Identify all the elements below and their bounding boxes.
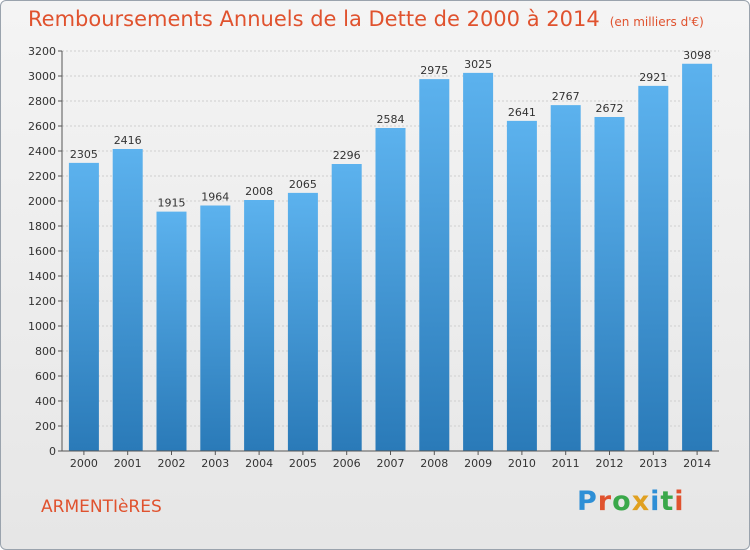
bar-2002 [156, 211, 187, 451]
y-tick-label: 1000 [28, 320, 56, 333]
y-tick-label: 1200 [28, 295, 56, 308]
proxiti-logo: Proxiti [577, 486, 685, 517]
data-label: 2584 [377, 113, 405, 126]
x-tick-label: 2004 [245, 457, 273, 470]
bar-2014 [682, 63, 713, 451]
bar-2013 [638, 85, 669, 451]
data-label: 2672 [596, 102, 624, 115]
data-label: 2921 [639, 71, 667, 84]
bars: 2305 2416 1915 1964 2008 2065 2296 2584 2975 3025… [68, 49, 713, 451]
bar-2011 [550, 105, 581, 451]
x-tick-label: 2010 [508, 457, 536, 470]
logo-letter: i [674, 486, 685, 517]
bar-2003 [200, 205, 231, 451]
x-axis: 2000 2001 2002 2003 2004 2005 2006 2007 2008 2009… [62, 450, 719, 470]
x-tick-label: 2003 [201, 457, 229, 470]
data-label: 2296 [333, 149, 361, 162]
x-tick-label: 2002 [158, 457, 186, 470]
y-axis: 0 200 400 600 800 1000 1200 1400 1600 1800 2000 220… [28, 45, 63, 458]
x-tick-label: 2001 [114, 457, 142, 470]
x-tick-label: 2012 [596, 457, 624, 470]
y-tick-label: 2000 [28, 195, 56, 208]
bar-2006 [331, 164, 362, 451]
city-name: ARMENTIèRES [41, 497, 162, 517]
data-label: 2305 [70, 148, 98, 161]
y-tick-label: 2400 [28, 145, 56, 158]
x-tick-label: 2009 [464, 457, 492, 470]
bar-2012 [594, 117, 625, 451]
y-tick-label: 2800 [28, 95, 56, 108]
bar-2008 [419, 79, 450, 451]
y-tick-label: 400 [35, 395, 56, 408]
data-label: 3025 [464, 58, 492, 71]
bar-2010 [506, 120, 537, 451]
x-tick-label: 2000 [70, 457, 98, 470]
chart-subtitle: (en milliers d'€) [609, 15, 704, 29]
x-tick-label: 2014 [683, 457, 711, 470]
x-tick-label: 2006 [333, 457, 361, 470]
x-tick-label: 2005 [289, 457, 317, 470]
y-tick-label: 1600 [28, 245, 56, 258]
data-label: 1964 [201, 191, 229, 204]
data-label: 2416 [114, 134, 142, 147]
logo-letter: x [631, 486, 651, 517]
data-label: 2641 [508, 106, 536, 119]
x-tick-label: 2008 [420, 457, 448, 470]
bar-2007 [375, 128, 406, 451]
x-tick-label: 2013 [639, 457, 667, 470]
y-tick-label: 3200 [28, 45, 56, 58]
data-label: 2065 [289, 178, 317, 191]
bar-2004 [244, 200, 275, 451]
y-tick-label: 600 [35, 370, 56, 383]
y-tick-label: 3000 [28, 70, 56, 83]
y-tick-label: 800 [35, 345, 56, 358]
y-tick-label: 1400 [28, 270, 56, 283]
data-label: 1915 [158, 197, 186, 210]
y-tick-label: 2600 [28, 120, 56, 133]
bar-2000 [68, 162, 99, 451]
bar-2009 [463, 72, 494, 451]
y-tick-label: 2200 [28, 170, 56, 183]
x-tick-label: 2011 [552, 457, 580, 470]
data-label: 3098 [683, 49, 711, 62]
logo-letter: i [650, 486, 661, 517]
logo-letter: r [597, 486, 613, 517]
logo-letter: o [612, 486, 632, 517]
chart-title-text: Remboursements Annuels de la Dette de 20… [28, 7, 600, 31]
y-tick-label: 1800 [28, 220, 56, 233]
data-label: 2975 [420, 64, 448, 77]
data-label: 2767 [552, 90, 580, 103]
chart-title: Remboursements Annuels de la Dette de 20… [28, 7, 704, 31]
data-label: 2008 [245, 185, 273, 198]
logo-letter: t [660, 486, 675, 517]
bar-2001 [112, 149, 143, 451]
x-tick-label: 2007 [377, 457, 405, 470]
bar-2005 [287, 192, 318, 451]
y-tick-label: 200 [35, 420, 56, 433]
logo-letter: P [577, 486, 598, 517]
y-tick-label: 0 [49, 445, 56, 458]
